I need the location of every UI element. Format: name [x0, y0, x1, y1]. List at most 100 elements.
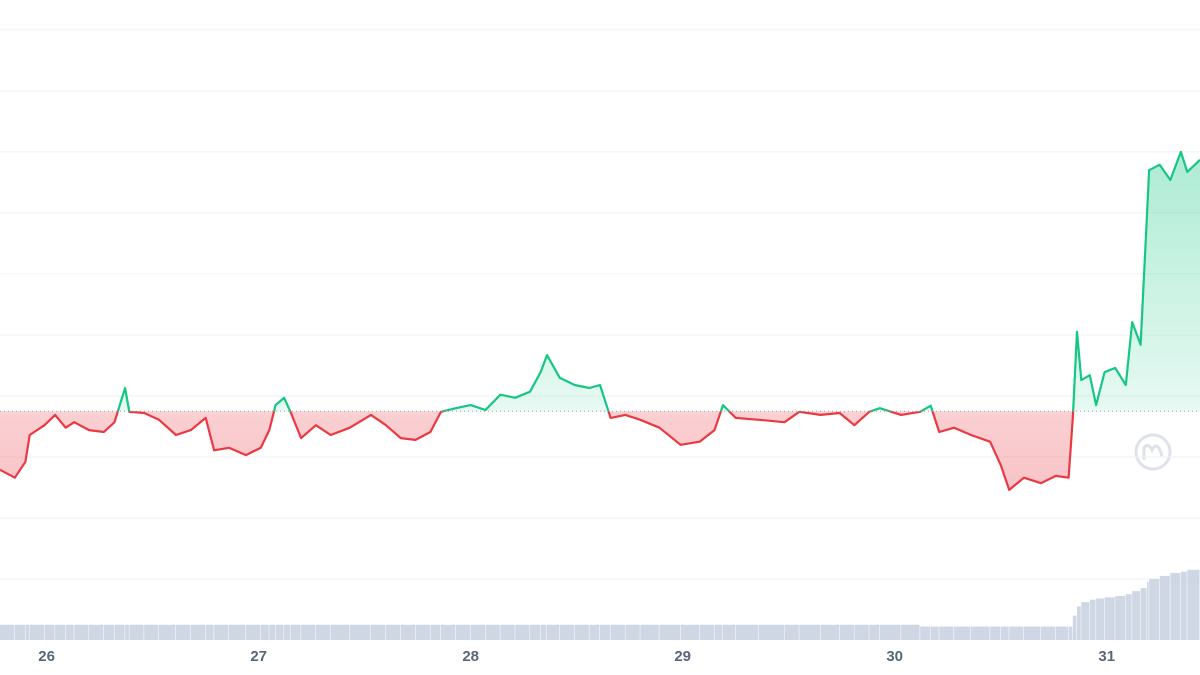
volume-bar: [275, 624, 284, 640]
volume-bar: [455, 624, 471, 640]
volume-bar: [205, 624, 214, 640]
volume-bar: [901, 624, 920, 640]
volume-bar: [485, 624, 500, 640]
x-tick-label: 26: [38, 648, 55, 665]
volume-bar: [175, 624, 191, 640]
volume-bar: [228, 624, 246, 640]
volume-bar: [1024, 626, 1041, 640]
volume-bar: [1170, 572, 1181, 640]
volume-bar: [939, 626, 954, 640]
volume-bar: [820, 624, 840, 640]
x-tick-label: 30: [886, 648, 903, 665]
volume-bar: [589, 624, 600, 640]
volume-bar: [722, 624, 736, 640]
volume-bar: [854, 624, 869, 640]
volume-bar: [1077, 606, 1081, 640]
volume-bar: [920, 626, 931, 640]
volume-bar: [559, 624, 575, 640]
volume-bar: [625, 624, 640, 640]
volume-bar: [930, 626, 939, 640]
volume-bar: [1187, 569, 1200, 640]
volume-bar: [269, 624, 276, 640]
volume-bar: [600, 624, 611, 640]
volume-bar: [954, 626, 971, 640]
volume-bar: [89, 624, 104, 640]
volume-bar: [610, 624, 625, 640]
volume-bar: [1000, 626, 1009, 640]
volume-bar: [1089, 599, 1096, 640]
volume-bar: [349, 624, 371, 640]
volume-bar: [190, 624, 206, 640]
volume-bar: [301, 624, 316, 640]
volume-bar: [1180, 571, 1187, 640]
volume-bar: [799, 624, 820, 640]
x-tick-label: 29: [674, 648, 691, 665]
volume-bar: [14, 624, 25, 640]
volume-bar: [415, 624, 430, 640]
volume-bar: [699, 624, 714, 640]
volume-bar: [839, 624, 854, 640]
volume-bar: [971, 626, 990, 640]
volume-bar: [1068, 626, 1073, 640]
volume-bar: [500, 624, 515, 640]
volume-bar: [714, 624, 723, 640]
volume-bar: [879, 624, 901, 640]
volume-bar: [260, 624, 269, 640]
volume-bar: [0, 624, 15, 640]
volume-bar: [1115, 596, 1126, 640]
x-tick-label: 31: [1098, 648, 1115, 665]
volume-bar: [430, 624, 441, 640]
volume-bar: [530, 624, 541, 640]
volume-bar: [546, 624, 560, 640]
volume-bar: [1149, 578, 1160, 640]
volume-bar: [574, 624, 589, 640]
volume-bar: [55, 624, 66, 640]
volume-bar: [1009, 626, 1024, 640]
volume-bar: [990, 626, 1001, 640]
volume-bar: [1159, 575, 1170, 640]
x-tick-label: 27: [250, 648, 267, 665]
volume-bar: [659, 624, 681, 640]
volume-bar: [640, 624, 659, 640]
watermark: [1134, 433, 1172, 471]
volume-bar: [129, 624, 144, 640]
volume-bar: [103, 624, 114, 640]
price-line: [116, 150, 1200, 412]
volume-bar: [29, 624, 45, 640]
volume-bar: [1055, 626, 1069, 640]
volume-bar: [290, 624, 301, 640]
volume-bar: [114, 624, 125, 640]
volume-bar: [125, 624, 129, 640]
volume-bar: [144, 624, 159, 640]
volume-bar: [214, 624, 229, 640]
x-tick-label: 28: [462, 648, 479, 665]
volume-bar: [470, 624, 486, 640]
volume-bar: [1132, 591, 1141, 640]
volume-bar: [65, 624, 74, 640]
volume-bar: [159, 624, 176, 640]
volume-bar: [1040, 626, 1056, 640]
volume-bar: [1081, 602, 1090, 640]
volume-bar: [44, 624, 55, 640]
volume-bar: [74, 624, 89, 640]
volume-bar: [440, 624, 456, 640]
volume-bar: [245, 624, 261, 640]
volume-bar: [759, 624, 784, 640]
volume-bar: [735, 624, 759, 640]
volume-bar: [1125, 594, 1132, 640]
volume-bar: [1096, 598, 1105, 640]
volume-bar: [680, 624, 700, 640]
volume-bar: [784, 624, 799, 640]
volume-bar: [315, 624, 331, 640]
volume-bar: [1140, 588, 1147, 640]
area-down: [0, 411, 1200, 490]
volume-bar: [25, 624, 30, 640]
volume-bar: [400, 624, 416, 640]
volume-bar: [1104, 597, 1115, 640]
price-line-down: [0, 411, 1075, 491]
volume-bar: [1072, 615, 1077, 640]
volume-bar: [385, 624, 401, 640]
volume-bar: [515, 624, 530, 640]
volume-bar: [1146, 582, 1149, 640]
